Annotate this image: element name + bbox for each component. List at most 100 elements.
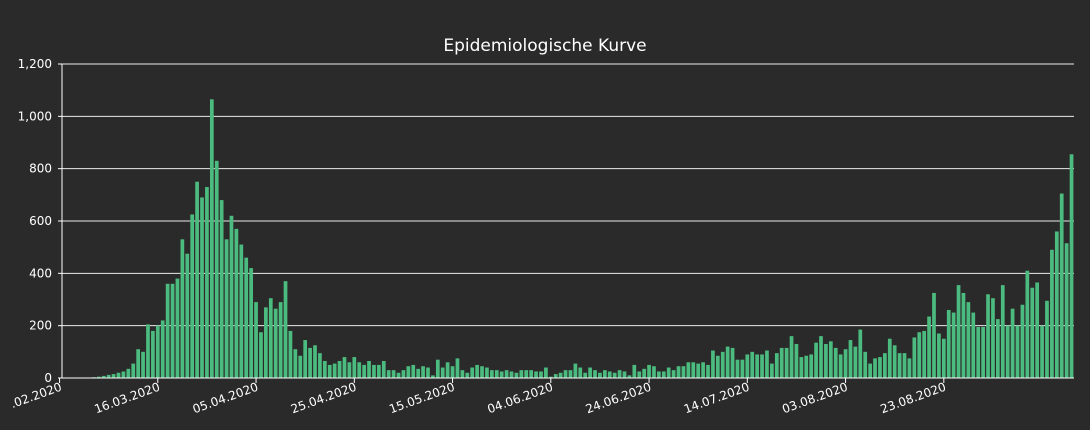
bar bbox=[661, 371, 666, 378]
bar bbox=[774, 353, 779, 378]
bar bbox=[996, 319, 1000, 379]
bar bbox=[770, 363, 774, 378]
bar bbox=[229, 215, 234, 378]
bar bbox=[273, 308, 278, 378]
bar bbox=[720, 351, 725, 378]
bar bbox=[676, 366, 681, 378]
y-tick-label: 400 bbox=[29, 266, 52, 280]
bar bbox=[288, 330, 293, 378]
bar bbox=[131, 363, 136, 378]
bar bbox=[499, 371, 504, 378]
bar bbox=[244, 257, 249, 378]
bar bbox=[1010, 308, 1015, 378]
bar bbox=[657, 371, 661, 378]
bar bbox=[666, 367, 671, 378]
x-tick-label: 14.07.2020 bbox=[682, 380, 751, 417]
bar bbox=[185, 253, 190, 378]
x-tick-label: 16.03.2020 bbox=[92, 380, 161, 417]
y-tick-label: 200 bbox=[29, 319, 52, 333]
bar bbox=[632, 364, 637, 378]
bar bbox=[318, 353, 322, 378]
bar bbox=[956, 285, 961, 378]
bar bbox=[347, 362, 352, 378]
bar bbox=[563, 370, 568, 378]
bar bbox=[883, 353, 887, 378]
bar bbox=[362, 364, 366, 378]
bar bbox=[686, 362, 691, 378]
bar bbox=[932, 292, 936, 378]
bar bbox=[514, 372, 519, 378]
bar bbox=[627, 375, 632, 378]
bar bbox=[411, 364, 416, 378]
bar bbox=[490, 370, 494, 378]
bar bbox=[715, 355, 720, 378]
bar bbox=[735, 359, 740, 378]
bar bbox=[126, 368, 131, 378]
bar bbox=[1045, 300, 1049, 378]
bar bbox=[976, 326, 981, 378]
bar bbox=[534, 371, 538, 378]
bar bbox=[313, 345, 317, 378]
bar bbox=[116, 372, 121, 378]
bar bbox=[1035, 282, 1040, 378]
x-tick-label: 03.08.2020 bbox=[780, 380, 849, 417]
bar bbox=[377, 364, 381, 378]
bar bbox=[971, 312, 976, 378]
bar bbox=[381, 360, 386, 378]
bar bbox=[278, 302, 283, 378]
bar bbox=[151, 330, 155, 378]
bar bbox=[406, 366, 411, 378]
x-tick-label: 15.05.2020 bbox=[387, 380, 456, 417]
bar bbox=[460, 370, 465, 378]
bar bbox=[902, 353, 907, 378]
bar bbox=[455, 358, 460, 379]
bar bbox=[863, 351, 868, 378]
bar bbox=[426, 367, 430, 378]
bar bbox=[1030, 287, 1035, 378]
x-tick-label: 05.04.2020 bbox=[191, 380, 260, 417]
bar bbox=[470, 367, 475, 378]
bar bbox=[607, 371, 612, 378]
bar bbox=[814, 342, 818, 378]
bar bbox=[573, 363, 578, 378]
bar bbox=[524, 370, 529, 378]
bar bbox=[1000, 285, 1005, 378]
x-tick-label: 23.08.2020 bbox=[878, 380, 947, 417]
bar bbox=[332, 363, 337, 378]
bar bbox=[946, 309, 951, 378]
bar bbox=[553, 374, 558, 378]
bar bbox=[224, 239, 229, 378]
bar bbox=[372, 364, 376, 378]
bar bbox=[249, 268, 253, 378]
chart-title: Epidemiologische Kurve bbox=[443, 36, 646, 56]
bar bbox=[322, 360, 327, 378]
bar bbox=[922, 330, 927, 378]
bar bbox=[578, 367, 583, 378]
bar bbox=[986, 294, 990, 378]
bar bbox=[1025, 270, 1030, 378]
bar bbox=[912, 337, 917, 378]
bar bbox=[214, 160, 219, 378]
bar bbox=[642, 368, 646, 378]
bar bbox=[784, 347, 789, 378]
y-tick-label: 800 bbox=[29, 162, 52, 176]
bar bbox=[480, 366, 484, 378]
bar bbox=[558, 372, 563, 378]
bar bbox=[391, 370, 396, 378]
x-tick-label: 04.06.2020 bbox=[485, 380, 554, 417]
bar bbox=[190, 214, 195, 378]
bar bbox=[878, 357, 882, 378]
bar bbox=[917, 332, 922, 378]
x-tick-label: .02.2020 bbox=[9, 380, 64, 411]
bar bbox=[568, 370, 573, 378]
bar bbox=[342, 357, 347, 378]
bar bbox=[652, 366, 656, 378]
bar bbox=[445, 362, 450, 378]
bar bbox=[873, 358, 877, 379]
bars bbox=[72, 99, 1074, 379]
bar bbox=[111, 374, 116, 378]
bar bbox=[327, 364, 332, 378]
bar bbox=[617, 370, 622, 378]
bar bbox=[691, 362, 696, 378]
bar bbox=[937, 333, 941, 378]
